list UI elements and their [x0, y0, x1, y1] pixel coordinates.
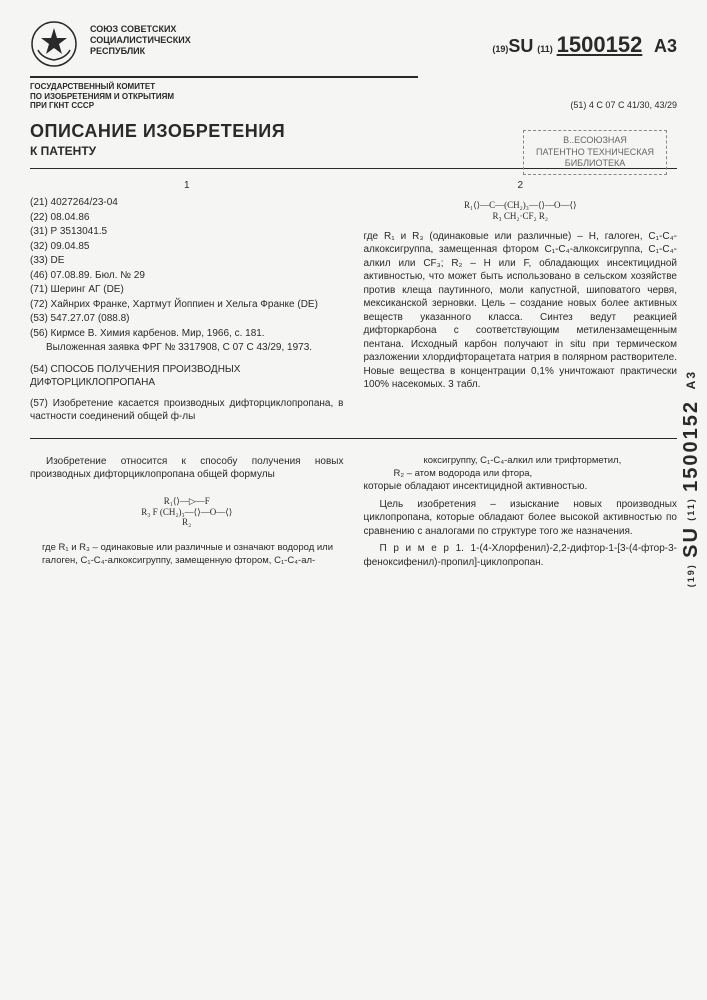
divider	[30, 438, 677, 439]
union-line: РЕСПУБЛИК	[90, 46, 191, 57]
column-number: 1	[30, 179, 344, 193]
committee-text: ГОСУДАРСТВЕННЫЙ КОМИТЕТ ПО ИЗОБРЕТЕНИЯМ …	[30, 76, 418, 111]
where-cont: коксигруппу, С₁-С₄-алкил или трифтормети…	[364, 455, 678, 468]
stamp-line: ПАТЕНТНО ТЕХНИЧЕСКАЯ	[536, 147, 654, 159]
where-clause: где R₁ и R₃ – одинаковые или различные и…	[30, 542, 344, 568]
library-stamp: В..ЕСОЮЗНАЯ ПАТЕНТНО ТЕХНИЧЕСКАЯ БИБЛИОТ…	[523, 130, 667, 175]
meta-56: (56) Кирмсе В. Химия карбенов. Мир, 1966…	[30, 327, 344, 341]
meta-72: (72) Хайнрих Франке, Хартмут Йоппиен и Х…	[30, 298, 344, 312]
committee-line: ПРИ ГКНТ СССР	[30, 101, 418, 111]
abstract-body: где R₁ и R₃ (одинаковые или различные) –…	[364, 230, 678, 392]
stamp-line: В..ЕСОЮЗНАЯ	[536, 135, 654, 147]
meta-21: (21) 4027264/23-04	[30, 196, 344, 210]
union-text: СОЮЗ СОВЕТСКИХ СОЦИАЛИСТИЧЕСКИХ РЕСПУБЛИ…	[90, 20, 191, 56]
chemical-formula: R₁⟨⟩—C—(CH₂)₃—⟨⟩—O—⟨⟩ R₃ CH₂·CF₂ R₂	[364, 200, 678, 222]
column-1: 1 (21) 4027264/23-04 (22) 08.04.86 (31) …	[30, 179, 344, 424]
stamp-line: БИБЛИОТЕКА	[536, 158, 654, 170]
upper-columns: 1 (21) 4027264/23-04 (22) 08.04.86 (31) …	[30, 179, 677, 424]
union-line: СОЮЗ СОВЕТСКИХ	[90, 24, 191, 35]
lower-columns: Изобретение относится к способу получени…	[30, 455, 677, 570]
example-text: П р и м е р 1. 1-(4-Хлорфенил)-2,2-дифто…	[364, 542, 678, 569]
chemical-formula-lower: R₁⟨⟩—▷—F R₃ F (CH₂)₃—⟨⟩—O—⟨⟩ R₂	[30, 496, 344, 528]
where-r2: R₂ – атом водорода или фтора,	[364, 468, 678, 481]
column-2: 2 R₁⟨⟩—C—(CH₂)₃—⟨⟩—O—⟨⟩ R₃ CH₂·CF₂ R₂ гд…	[364, 179, 678, 424]
meta-53: (53) 547.27.07 (088.8)	[30, 312, 344, 326]
ussr-emblem-icon	[30, 20, 78, 68]
column-number: 2	[364, 179, 678, 193]
meta-ref: Выложенная заявка ФРГ № 3317908, С 07 С …	[30, 341, 344, 355]
meta-46: (46) 07.08.89. Бюл. № 29	[30, 269, 344, 283]
header: СОЮЗ СОВЕТСКИХ СОЦИАЛИСТИЧЕСКИХ РЕСПУБЛИ…	[30, 20, 677, 68]
meta-22: (22) 08.04.86	[30, 211, 344, 225]
goal-text: Цель изобретения – изыскание новых произ…	[364, 498, 678, 539]
activity-text: которые обладают инсектицидной активност…	[364, 480, 678, 494]
abstract-57: (57) Изобретение касается производных ди…	[30, 397, 344, 424]
committee-line: ПО ИЗОБРЕТЕНИЯМ И ОТКРЫТИЯМ	[30, 92, 418, 102]
document-number: (19)SU (11) 1500152 A3	[492, 20, 677, 58]
meta-32: (32) 09.04.85	[30, 240, 344, 254]
classification-code: (51) 4 С 07 С 41/30, 43/29	[570, 100, 677, 110]
lower-column-2: коксигруппу, С₁-С₄-алкил или трифтормети…	[364, 455, 678, 570]
meta-33: (33) DE	[30, 254, 344, 268]
lower-column-1: Изобретение относится к способу получени…	[30, 455, 344, 570]
where-r1r3: где R₁ и R₃ –	[42, 542, 98, 553]
committee-line: ГОСУДАРСТВЕННЫЙ КОМИТЕТ	[30, 82, 418, 92]
union-line: СОЦИАЛИСТИЧЕСКИХ	[90, 35, 191, 46]
invention-title: (54) СПОСОБ ПОЛУЧЕНИЯ ПРОИЗВОДНЫХ ДИФТОР…	[30, 363, 344, 389]
meta-71: (71) Шеринг АГ (DE)	[30, 283, 344, 297]
intro-text: Изобретение относится к способу получени…	[30, 455, 344, 482]
meta-31: (31) P 3513041.5	[30, 225, 344, 239]
side-label: (19) SU (11) 1500152 A3	[680, 370, 703, 587]
